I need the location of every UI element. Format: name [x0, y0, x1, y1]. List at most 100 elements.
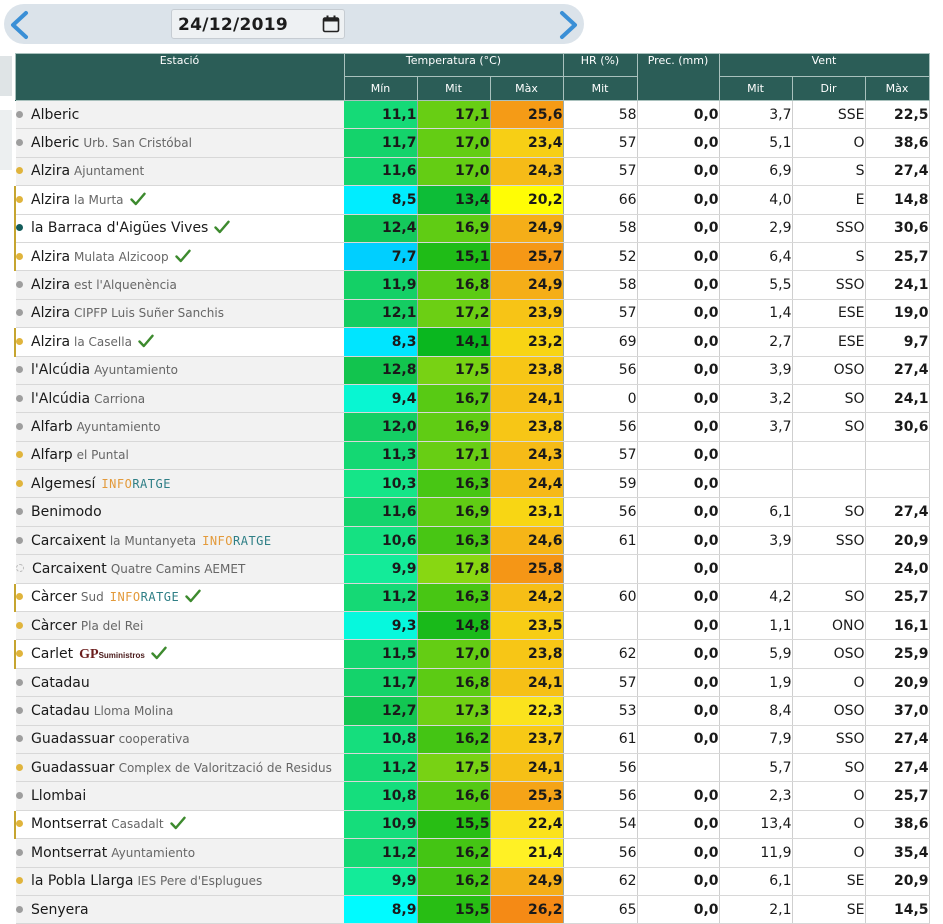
station-cell[interactable]: Alfarp el Puntal	[15, 441, 344, 471]
table-row[interactable]: la Barraca d'Aigües Vives 12,4 16,9 24,9 58 0…	[14, 214, 930, 243]
header-wind-max[interactable]: Màx	[864, 76, 930, 101]
station-cell[interactable]: Guadassuar cooperativa	[15, 725, 344, 754]
table-row[interactable]: Alzira Ajuntament 11,6 17,0 24,3 57 0,0 6,9 S 27,…	[15, 157, 930, 187]
station-name[interactable]: Montserrat	[31, 844, 108, 861]
header-precipitation[interactable]: Prec. (mm)	[636, 53, 720, 101]
station-name[interactable]: Llombai	[31, 788, 87, 805]
station-name[interactable]: Alberic	[31, 135, 80, 152]
table-row[interactable]: Algemesí INFORATGE 10,3 16,3 24,4 59 0,0	[15, 469, 930, 499]
table-row[interactable]: Alzira est l'Alquenència 11,9 16,8 24,9 58 0,0…	[15, 270, 930, 300]
table-row[interactable]: Carcaixent Quatre Camins AEMET 9,9 17,8 25,8…	[15, 554, 930, 584]
station-name[interactable]: Alberic	[31, 106, 80, 123]
station-cell[interactable]: l'Alcúdia Ayuntamiento	[15, 356, 344, 385]
station-name[interactable]: Alzira	[31, 163, 71, 180]
table-row[interactable]: Càrcer Pla del Rei 9,3 14,8 23,5 0,0 1,1 ONO 16,…	[15, 611, 930, 641]
station-name[interactable]: Benimodo	[31, 504, 102, 521]
table-row[interactable]: Alzira la Casella 8,3 14,1 23,2 69 0,0 2,7 ESE 9,…	[14, 327, 930, 357]
table-row[interactable]: Benimodo 11,6 16,9 23,1 56 0,0 6,1 SO 27,4	[15, 497, 930, 527]
header-temp-max[interactable]: Màx	[489, 76, 564, 101]
station-cell[interactable]: Benimodo	[15, 497, 344, 527]
station-status-dot	[17, 281, 23, 289]
station-name[interactable]: la Pobla Llarga	[31, 873, 134, 890]
station-name[interactable]: Catadau	[31, 674, 90, 691]
table-row[interactable]: Llombai 10,8 16,6 25,3 56 0,0 2,3 O 25,7	[15, 781, 930, 811]
station-name[interactable]: Alzira	[31, 333, 71, 350]
station-cell[interactable]: Montserrat Ayuntamiento	[15, 838, 344, 868]
station-cell[interactable]: Carlet GPSuministros	[14, 639, 344, 669]
station-name[interactable]: Alfarb	[31, 418, 73, 435]
station-name[interactable]: Alzira	[31, 248, 71, 265]
station-cell[interactable]: Guadassuar Complex de Valorització de Res…	[15, 753, 344, 783]
station-cell[interactable]: Catadau	[15, 668, 344, 698]
station-name[interactable]: l'Alcúdia	[31, 362, 91, 379]
table-row[interactable]: Guadassuar cooperativa 10,8 16,2 23,7 61 0,0 7,…	[15, 725, 930, 754]
station-cell[interactable]: Carcaixent la Muntanyeta INFORATGE	[15, 526, 344, 556]
station-cell[interactable]: Algemesí INFORATGE	[15, 469, 344, 499]
table-row[interactable]: Montserrat Ayuntamiento 11,2 16,2 21,4 56 0,0 1…	[15, 838, 930, 868]
station-cell[interactable]: Carcaixent Quatre Camins AEMET	[15, 554, 344, 584]
table-row[interactable]: l'Alcúdia Ayuntamiento 12,8 17,5 23,8 56 0,0 3,…	[15, 356, 930, 385]
station-name[interactable]: Catadau	[31, 702, 90, 719]
table-row[interactable]: Guadassuar Complex de Valorització de Res…	[15, 753, 930, 783]
header-wind-dir[interactable]: Dir	[791, 76, 866, 101]
table-row[interactable]: Alfarp el Puntal 11,3 17,1 24,3 57 0,0	[15, 441, 930, 471]
station-name[interactable]: Alzira	[31, 305, 71, 322]
table-row[interactable]: Catadau Lloma Molina 12,7 17,3 22,3 53 0,0 8,4 O…	[15, 696, 930, 726]
station-cell[interactable]: Alzira Mulata Alzicoop	[14, 242, 344, 272]
station-cell[interactable]: Alberic Urb. San Cristóbal	[15, 128, 344, 158]
station-cell[interactable]: la Pobla Llarga IES Pere d'Esplugues	[15, 867, 344, 896]
station-name[interactable]: Alzira	[31, 277, 71, 294]
station-cell[interactable]: Alzira la Murta	[14, 185, 344, 215]
table-row[interactable]: Catadau 11,7 16,8 24,1 57 0,0 1,9 O 20,9	[15, 668, 930, 698]
station-cell[interactable]: Alzira la Casella	[14, 327, 344, 357]
header-hr-mit[interactable]: Mit	[562, 76, 638, 101]
prec-cell: 0,0	[637, 185, 720, 215]
station-cell[interactable]: Llombai	[15, 781, 344, 811]
station-cell[interactable]: la Barraca d'Aigües Vives	[14, 214, 344, 243]
station-name[interactable]: Alzira	[31, 191, 71, 208]
table-row[interactable]: Alfarb Ayuntamiento 12,0 16,9 23,8 56 0,0 3,7 SO…	[15, 412, 930, 442]
station-name[interactable]: Càrcer	[31, 589, 77, 606]
station-cell[interactable]: Catadau Lloma Molina	[15, 696, 344, 726]
station-cell[interactable]: l'Alcúdia Carriona	[15, 384, 344, 414]
station-name[interactable]: l'Alcúdia	[31, 390, 91, 407]
table-row[interactable]: l'Alcúdia Carriona 9,4 16,7 24,1 0 0,0 3,2 SO 24,…	[15, 384, 930, 414]
table-row[interactable]: Càrcer Sud INFORATGE 11,2 16,3 24,2 60 0,0 4,2 SO…	[14, 583, 930, 613]
header-station[interactable]: Estació	[14, 53, 345, 101]
table-row[interactable]: Carlet GPSuministros 11,5 17,0 23,8 62 0,0 5,9 O…	[14, 639, 930, 669]
table-row[interactable]: Carcaixent la Muntanyeta INFORATGE 10,6 16,3…	[15, 526, 930, 556]
station-cell[interactable]: Alberic	[15, 100, 344, 130]
station-name[interactable]: Carcaixent	[32, 560, 107, 577]
station-cell[interactable]: Alzira Ajuntament	[15, 157, 344, 187]
next-day-button[interactable]	[554, 10, 582, 40]
table-row[interactable]: la Pobla Llarga IES Pere d'Esplugues 9,9 16…	[15, 867, 930, 896]
station-name[interactable]: la Barraca d'Aigües Vives	[31, 220, 209, 237]
station-cell[interactable]: Alfarb Ayuntamiento	[15, 412, 344, 442]
header-temp-min[interactable]: Mín	[343, 76, 418, 101]
table-row[interactable]: Alzira Mulata Alzicoop 7,7 15,1 25,7 52 0,0 6,4…	[14, 242, 930, 272]
header-temp-mit[interactable]: Mit	[416, 76, 491, 101]
station-name[interactable]: Algemesí	[31, 475, 96, 492]
station-name[interactable]: Alfarp	[31, 447, 73, 464]
station-name[interactable]: Carlet	[31, 645, 74, 662]
station-name[interactable]: Càrcer	[31, 617, 77, 634]
wind-dir-cell: SSO	[792, 526, 866, 556]
station-name[interactable]: Carcaixent	[31, 532, 106, 549]
table-row[interactable]: Montserrat Casadalt 10,9 15,5 22,4 54 0,0 13,4 O…	[14, 810, 930, 840]
station-cell[interactable]: Montserrat Casadalt	[14, 810, 344, 840]
station-name[interactable]: Guadassuar	[31, 759, 115, 776]
table-row[interactable]: Alzira CIPFP Luis Suñer Sanchis 12,1 17,2 23…	[15, 299, 930, 329]
table-row[interactable]: Alberic Urb. San Cristóbal 11,7 17,0 23,4 57 0…	[15, 128, 930, 158]
table-row[interactable]: Alzira la Murta 8,5 13,4 20,2 66 0,0 4,0 E 14,8	[14, 185, 930, 215]
date-input[interactable]: 24/12/2019	[171, 9, 345, 39]
station-name[interactable]: Guadassuar	[31, 731, 115, 748]
station-cell[interactable]: Càrcer Sud INFORATGE	[14, 583, 344, 613]
prev-day-button[interactable]	[6, 10, 34, 40]
header-wind-mit[interactable]: Mit	[718, 76, 793, 101]
station-cell[interactable]: Alzira est l'Alquenència	[15, 270, 344, 300]
station-cell[interactable]: Càrcer Pla del Rei	[15, 611, 344, 641]
station-cell[interactable]: Alzira CIPFP Luis Suñer Sanchis	[15, 299, 344, 329]
calendar-icon[interactable]	[322, 15, 340, 33]
table-row[interactable]: Alberic 11,1 17,1 25,6 58 0,0 3,7 SSE 22,5	[15, 100, 930, 130]
station-name[interactable]: Montserrat	[31, 816, 108, 833]
